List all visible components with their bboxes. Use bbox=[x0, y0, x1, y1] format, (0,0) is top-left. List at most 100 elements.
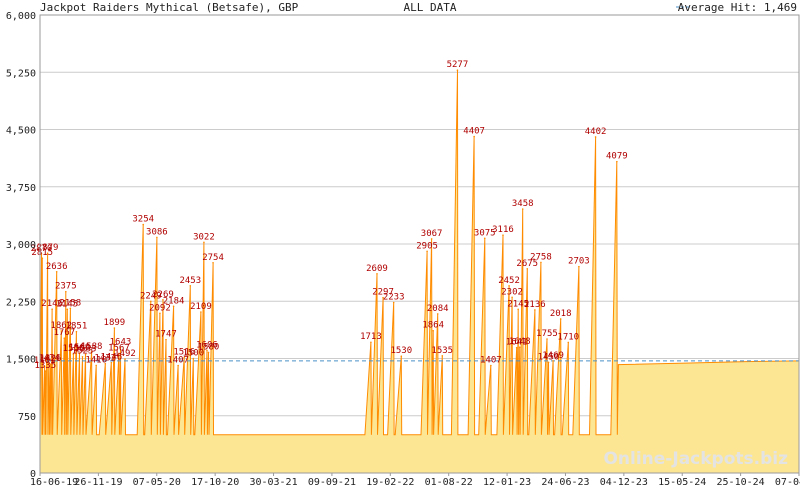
x-tick-label: 16-06-19 bbox=[30, 477, 78, 488]
peak-value-label: 2815 bbox=[31, 248, 53, 258]
peak-value-label: 4402 bbox=[585, 127, 607, 137]
peak-point bbox=[382, 296, 384, 299]
peak-value-label: 2636 bbox=[46, 262, 68, 272]
y-axis: 0 750 1,500 2,250 3,000 3,750 4,500 5,250 6,000 bbox=[6, 11, 36, 480]
peak-value-label: 2302 bbox=[501, 287, 523, 297]
peak-point bbox=[63, 337, 66, 339]
y-tick-label: 3,750 bbox=[6, 183, 36, 194]
hit-series-line bbox=[39, 70, 800, 436]
x-tick-label: 04-12-23 bbox=[600, 477, 648, 488]
peak-point bbox=[376, 273, 378, 275]
y-tick-label: 0 bbox=[30, 469, 36, 480]
peak-value-label: 2109 bbox=[190, 302, 212, 312]
x-tick-label: 15-05-24 bbox=[658, 477, 706, 488]
peak-point bbox=[490, 364, 492, 367]
peak-value-label: 1410 bbox=[85, 355, 107, 365]
peak-point bbox=[578, 265, 580, 268]
peak-point bbox=[55, 270, 58, 273]
peak-point bbox=[81, 355, 84, 358]
y-tick-label: 1,500 bbox=[6, 355, 36, 366]
peak-points bbox=[40, 69, 618, 372]
y-tick-label: 3,000 bbox=[6, 240, 36, 251]
peak-value-label: 1648 bbox=[509, 337, 531, 347]
peak-value-label: 2609 bbox=[366, 264, 388, 274]
peak-point bbox=[517, 308, 519, 311]
y-tick-label: 4,500 bbox=[6, 126, 36, 137]
peak-value-label: 1516 bbox=[173, 347, 195, 357]
peak-point bbox=[511, 296, 513, 299]
peak-value-label: 3116 bbox=[492, 225, 514, 235]
chart-subtitle: ALL DATA bbox=[404, 1, 457, 14]
peak-value-label: 3067 bbox=[421, 229, 443, 239]
peak-point bbox=[203, 241, 205, 244]
peak-point bbox=[84, 353, 87, 356]
peak-value-label: 1606 bbox=[196, 340, 218, 350]
x-tick-label: 24-06-23 bbox=[541, 477, 589, 488]
peak-point bbox=[400, 355, 403, 358]
peak-point bbox=[72, 353, 75, 356]
peak-point bbox=[177, 364, 179, 367]
peak-point bbox=[165, 338, 167, 341]
peak-point bbox=[41, 257, 44, 259]
peak-value-label: 2754 bbox=[202, 253, 224, 263]
peak-value-label: 1553 bbox=[75, 344, 97, 354]
peak-value-label: 3075 bbox=[474, 228, 496, 238]
peak-point bbox=[594, 136, 597, 138]
peak-point bbox=[426, 250, 428, 253]
y-tick-label: 5,250 bbox=[6, 68, 36, 79]
peak-value-label: 1407 bbox=[167, 356, 189, 366]
peak-point bbox=[207, 351, 210, 354]
x-tick-label: 01-08-22 bbox=[425, 477, 473, 488]
peak-point bbox=[162, 298, 164, 301]
y-tick-label: 2,250 bbox=[6, 297, 36, 308]
peak-value-label: 3458 bbox=[512, 199, 534, 209]
peak-value-label: 5277 bbox=[447, 60, 469, 70]
peak-point bbox=[60, 330, 63, 332]
peak-value-label: 1434 bbox=[38, 354, 60, 364]
peak-value-label: 1713 bbox=[360, 332, 382, 342]
peak-value-label: 2018 bbox=[550, 309, 572, 319]
peak-point bbox=[66, 308, 69, 311]
peak-point bbox=[40, 253, 43, 255]
peak-value-label: 2758 bbox=[530, 252, 552, 262]
peak-value-label: 1569 bbox=[69, 343, 91, 353]
peak-point bbox=[547, 361, 550, 364]
peak-value-label: 1535 bbox=[431, 346, 453, 356]
peak-value-label: 2297 bbox=[372, 288, 394, 298]
peak-point bbox=[515, 346, 518, 349]
peak-value-label: 1530 bbox=[390, 346, 412, 356]
peak-value-label: 1335 bbox=[34, 361, 56, 371]
peak-value-label: 1492 bbox=[114, 349, 136, 359]
peak-point bbox=[392, 301, 395, 304]
peak-point bbox=[546, 338, 548, 340]
x-tick-label: 07-05-20 bbox=[133, 477, 181, 488]
peak-point bbox=[49, 363, 52, 365]
peak-value-label: 1851 bbox=[66, 322, 88, 332]
peak-value-label: 1643 bbox=[110, 338, 132, 348]
peak-value-label: 2092 bbox=[149, 303, 171, 313]
x-tick-label: 12-01-23 bbox=[483, 477, 531, 488]
peak-value-label: 1446 bbox=[101, 353, 123, 363]
peak-point bbox=[44, 370, 47, 372]
peak-point bbox=[521, 208, 524, 210]
peak-value-label: 2233 bbox=[383, 293, 405, 303]
peak-point bbox=[75, 330, 78, 333]
peak-value-label: 2269 bbox=[152, 290, 174, 300]
hit-area-fill bbox=[40, 70, 799, 473]
peak-point bbox=[113, 327, 116, 329]
peak-point bbox=[430, 238, 433, 240]
peak-value-label: 3022 bbox=[193, 232, 215, 242]
peak-point bbox=[206, 349, 208, 352]
peak-point bbox=[540, 261, 542, 264]
peak-value-label: 1469 bbox=[542, 351, 564, 361]
peak-value-label: 1755 bbox=[536, 329, 558, 339]
peak-value-label: 3254 bbox=[132, 215, 154, 225]
peak-point bbox=[142, 223, 145, 226]
peak-value-label: 1432 bbox=[94, 354, 116, 364]
peak-value-label: 1710 bbox=[557, 332, 579, 342]
peak-point bbox=[436, 313, 439, 315]
peak-point bbox=[46, 252, 49, 255]
y-tick-label: 750 bbox=[18, 412, 36, 423]
